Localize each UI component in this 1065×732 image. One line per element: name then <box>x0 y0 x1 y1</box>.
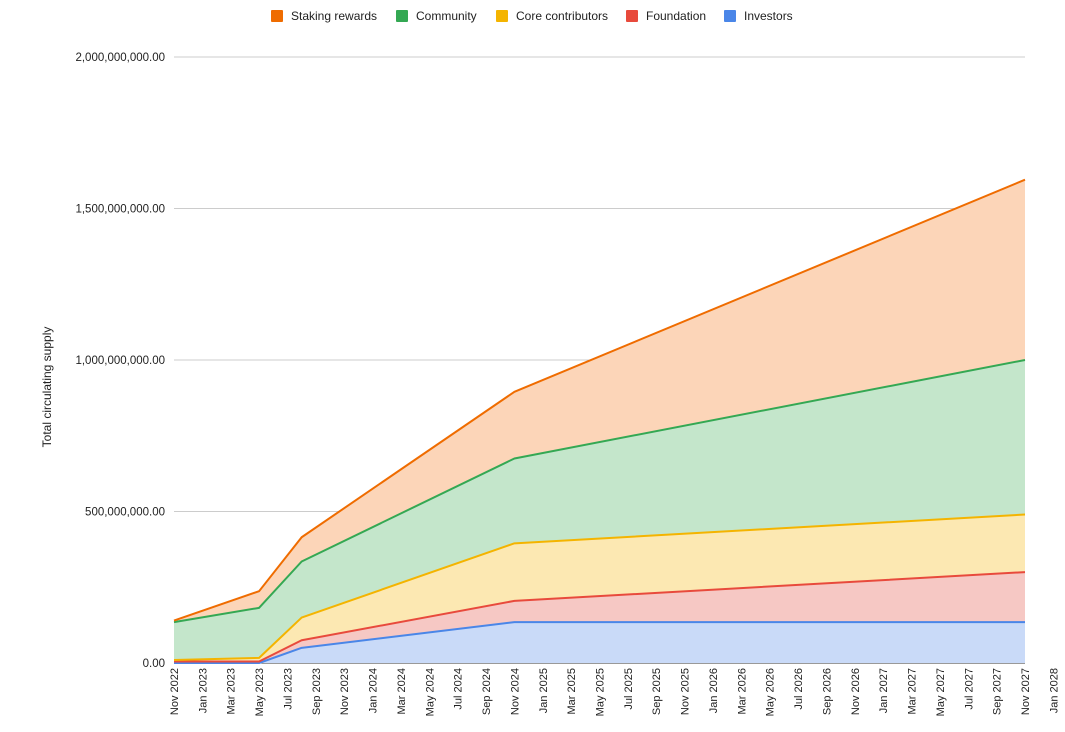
x-tick-label: Jan 2023 <box>197 668 209 713</box>
legend-label: Core contributors <box>516 9 608 23</box>
x-tick-label: Sep 2027 <box>992 668 1004 715</box>
legend-swatch <box>626 10 638 22</box>
area-foundation <box>174 572 1025 663</box>
x-tick-label: Mar 2027 <box>907 668 919 714</box>
x-tick-label: May 2024 <box>424 668 436 716</box>
y-tick-label: 1,500,000,000.00 <box>75 204 165 216</box>
x-tick-label: Jul 2027 <box>963 668 975 710</box>
x-tick-label: Jul 2024 <box>453 668 465 710</box>
x-tick-label: Mar 2024 <box>396 668 408 714</box>
x-tick-label: Mar 2025 <box>566 668 578 714</box>
x-tick-label: Jul 2023 <box>282 668 294 710</box>
legend-swatch <box>724 10 736 22</box>
area-investors <box>174 622 1025 663</box>
x-tick-label: Sep 2026 <box>821 668 833 715</box>
y-tick-label: 0.00 <box>143 658 165 670</box>
x-tick-label: May 2026 <box>765 668 777 716</box>
legend-swatch <box>396 10 408 22</box>
area-core-contributors <box>174 514 1025 662</box>
x-tick-label: Jan 2026 <box>708 668 720 713</box>
x-tick-label: Mar 2026 <box>736 668 748 714</box>
x-tick-label: Sep 2025 <box>651 668 663 715</box>
legend-swatch <box>271 10 283 22</box>
x-tick-label: Nov 2027 <box>1020 668 1032 715</box>
y-tick-label: 1,000,000,000.00 <box>75 355 165 367</box>
x-tick-label: Mar 2023 <box>226 668 238 714</box>
x-tick-label: Nov 2026 <box>850 668 862 715</box>
y-axis-title: Total circulating supply <box>40 327 54 448</box>
line-community <box>173 359 1026 624</box>
x-tick-label: May 2027 <box>935 668 947 716</box>
line-staking-rewards <box>173 178 1026 622</box>
line-core-contributors <box>173 513 1026 661</box>
x-tick-label: Nov 2024 <box>509 668 521 715</box>
legend-label: Community <box>416 9 477 23</box>
x-tick-label: Jan 2025 <box>538 668 550 713</box>
x-tick-label: Sep 2024 <box>481 668 493 715</box>
chart-areas <box>174 179 1025 663</box>
x-axis-ticks: Nov 2022 Jan 2023 Mar 2023 May 2023 Jul 2023… <box>169 668 1060 716</box>
x-tick-label: May 2025 <box>595 668 607 716</box>
x-tick-label: Jan 2028 <box>1048 668 1060 713</box>
y-tick-label: 2,000,000,000.00 <box>75 52 165 64</box>
legend: Staking rewards Community Core contributor… <box>271 9 793 23</box>
x-tick-label: Jul 2026 <box>793 668 805 710</box>
x-tick-label: Jan 2027 <box>878 668 890 713</box>
y-tick-label: 500,000,000.00 <box>85 507 165 519</box>
x-tick-label: May 2023 <box>254 668 266 716</box>
x-tick-label: Sep 2023 <box>311 668 323 715</box>
chart-lines <box>173 178 1026 664</box>
area-community <box>174 360 1025 660</box>
legend-label: Staking rewards <box>291 9 377 23</box>
x-tick-label: Jan 2024 <box>368 668 380 713</box>
y-axis-ticks: 0.00 500,000,000.00 1,000,000,000.00 1,500,… <box>75 52 165 670</box>
x-tick-label: Nov 2022 <box>169 668 181 715</box>
x-tick-label: Nov 2023 <box>339 668 351 715</box>
x-tick-label: Jul 2025 <box>623 668 635 710</box>
area-staking-rewards <box>174 179 1025 623</box>
legend-swatch <box>496 10 508 22</box>
line-investors <box>174 621 1025 664</box>
legend-label: Foundation <box>646 9 706 23</box>
legend-label: Investors <box>744 9 793 23</box>
x-tick-label: Nov 2025 <box>680 668 692 715</box>
line-foundation <box>174 571 1026 663</box>
